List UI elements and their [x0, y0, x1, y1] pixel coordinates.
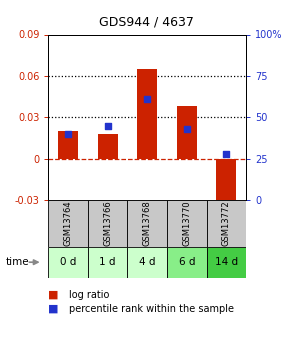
Text: 6 d: 6 d	[178, 257, 195, 267]
Text: GSM13764: GSM13764	[64, 200, 73, 246]
Bar	[98, 134, 117, 159]
Text: 4 d: 4 d	[139, 257, 156, 267]
Text: ■: ■	[48, 304, 59, 314]
Bar	[88, 247, 127, 278]
Bar	[48, 247, 88, 278]
Bar	[137, 69, 157, 159]
Bar	[127, 200, 167, 247]
Point	[185, 126, 189, 132]
Bar	[48, 200, 88, 247]
Text: time: time	[6, 257, 30, 267]
Text: GSM13772: GSM13772	[222, 200, 231, 246]
Point	[145, 96, 150, 102]
Text: percentile rank within the sample: percentile rank within the sample	[69, 304, 234, 314]
Bar	[177, 106, 197, 159]
Bar	[217, 159, 236, 214]
Point	[224, 151, 229, 157]
Text: GSM13768: GSM13768	[143, 200, 152, 246]
Bar	[58, 131, 78, 159]
Text: GSM13770: GSM13770	[182, 200, 191, 246]
Text: GDS944 / 4637: GDS944 / 4637	[99, 16, 194, 29]
Text: 14 d: 14 d	[215, 257, 238, 267]
Text: ■: ■	[48, 290, 59, 300]
Bar	[127, 247, 167, 278]
Bar	[167, 247, 207, 278]
Text: GSM13766: GSM13766	[103, 200, 112, 246]
Point	[105, 123, 110, 128]
Text: log ratio: log ratio	[69, 290, 109, 300]
Bar	[207, 200, 246, 247]
Text: 0 d: 0 d	[60, 257, 76, 267]
Bar	[167, 200, 207, 247]
Text: 1 d: 1 d	[99, 257, 116, 267]
Point	[66, 131, 71, 137]
Bar	[207, 247, 246, 278]
Bar	[88, 200, 127, 247]
